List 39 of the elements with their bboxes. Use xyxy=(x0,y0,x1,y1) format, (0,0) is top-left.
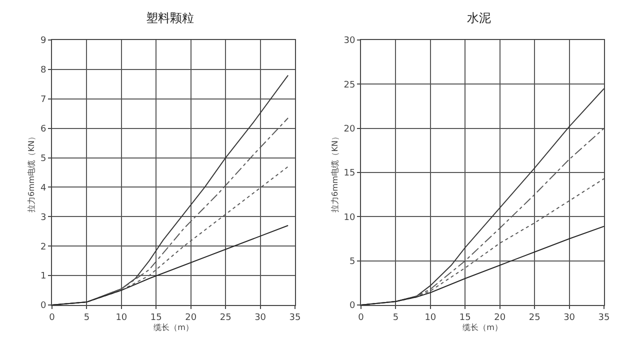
x-tick-label: 20 xyxy=(494,312,506,323)
y-tick-label: 20 xyxy=(344,124,356,134)
y-tick-label: 7 xyxy=(40,95,46,106)
chart-title: 水泥 xyxy=(466,11,491,26)
y-axis-title: 拉力6mm电缆（KN） xyxy=(330,132,340,212)
x-tick-label: 30 xyxy=(254,312,266,323)
x-tick-label: 5 xyxy=(84,312,90,323)
y-axis-title: 拉力6mm电缆（KN） xyxy=(27,132,36,212)
y-tick-label: 6 xyxy=(40,124,46,134)
y-tick-label: 3 xyxy=(40,212,46,223)
y-tick-label: 10 xyxy=(344,212,356,223)
x-axis-title: 缆长（m） xyxy=(154,322,194,332)
y-tick-label: 9 xyxy=(40,36,46,46)
y-tick-label: 2 xyxy=(40,242,46,252)
x-tick-label: 35 xyxy=(598,312,610,323)
y-tick-label: 4 xyxy=(40,183,46,194)
x-tick-label: 10 xyxy=(116,312,128,323)
x-tick-label: 10 xyxy=(424,312,436,323)
x-tick-label: 35 xyxy=(289,312,301,323)
y-tick-label: 25 xyxy=(344,80,356,90)
x-tick-label: 15 xyxy=(459,312,471,323)
y-tick-label: 5 xyxy=(40,154,46,164)
y-tick-label: 8 xyxy=(40,66,46,76)
chart-title: 塑料颗粒 xyxy=(146,11,194,26)
y-tick-label: 1 xyxy=(40,272,46,282)
x-tick-label: 30 xyxy=(564,312,576,323)
x-tick-label: 20 xyxy=(185,312,197,323)
x-tick-label: 5 xyxy=(392,312,399,323)
y-tick-label: 0 xyxy=(40,301,46,312)
x-tick-label: 0 xyxy=(358,312,364,323)
x-axis-title: 缆长（m） xyxy=(462,322,502,332)
y-tick-label: 0 xyxy=(349,301,356,312)
y-tick-label: 15 xyxy=(344,168,356,179)
x-tick-label: 25 xyxy=(220,312,232,323)
x-tick-label: 0 xyxy=(49,312,56,323)
y-tick-label: 5 xyxy=(349,256,356,267)
x-tick-label: 15 xyxy=(150,312,162,323)
y-tick-label: 30 xyxy=(344,36,356,46)
x-tick-label: 25 xyxy=(528,312,540,323)
